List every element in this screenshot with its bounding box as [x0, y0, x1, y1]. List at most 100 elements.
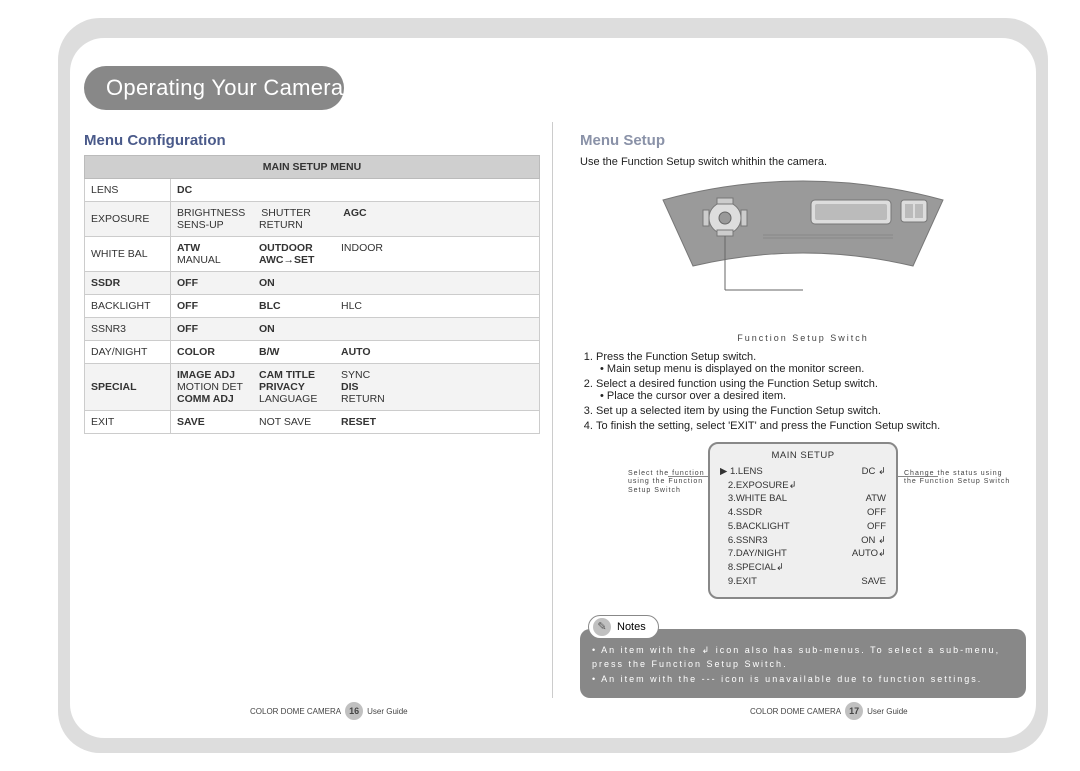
row-options: OFF BLC HLC: [171, 295, 540, 318]
osd-item-label: 6.SSNR3: [720, 534, 768, 548]
osd-item-value: DC ↲: [862, 465, 886, 479]
menu-option: AGC: [343, 207, 409, 219]
row-options: IMAGE ADJ CAM TITLE SYNC MOTION DET PRIVACY D…: [171, 364, 540, 411]
row-label: LENS: [85, 179, 171, 202]
osd-item-label: 7.DAY/NIGHT: [720, 547, 787, 561]
chapter-title: Operating Your Camera: [106, 75, 343, 101]
menu-option: PRIVACY: [259, 381, 325, 393]
menu-option: ON: [259, 323, 325, 335]
osd-row: 3.WHITE BALATW: [720, 492, 886, 506]
osd-row: ▶ 1.LENS DC ↲: [720, 465, 886, 479]
step-sub: • Place the cursor over a desired item.: [600, 390, 1026, 402]
table-row: LENS DC: [85, 179, 540, 202]
chapter-header: Operating Your Camera: [84, 66, 344, 110]
osd-item-label: ▶ 1.LENS: [720, 465, 763, 479]
footer-product-r: COLOR DOME CAMERA: [750, 707, 841, 716]
row-options: SAVENOT SAVERESET: [171, 411, 540, 434]
menu-option: OFF: [177, 300, 243, 312]
row-label: EXIT: [85, 411, 171, 434]
row-options: BRIGHTNESS SHUTTER AGC SENS-UP RETURN: [171, 202, 540, 237]
page-number-right: 17: [845, 702, 863, 720]
menu-option: RETURN: [341, 393, 407, 405]
osd-callout-right: Change the status using the Function Set…: [898, 470, 1018, 487]
menu-option: BRIGHTNESS: [177, 207, 245, 219]
row-options: ATWOUTDOORINDOORMANUALAWC→SET: [171, 237, 540, 272]
row-label: DAY/NIGHT: [85, 341, 171, 364]
osd-item-value: SAVE: [861, 575, 886, 589]
osd-row: 2.EXPOSURE↲: [720, 479, 886, 493]
osd-item-label: 5.BACKLIGHT: [720, 520, 790, 534]
table-row: BACKLIGHT OFF BLC HLC: [85, 295, 540, 318]
osd-row: 6.SSNR3 ON ↲: [720, 534, 886, 548]
menu-option: IMAGE ADJ: [177, 369, 243, 381]
footer-left: COLOR DOME CAMERA 16 User Guide: [250, 702, 408, 720]
menu-option: ON: [259, 277, 325, 289]
table-row: EXPOSURE BRIGHTNESS SHUTTER AGC SENS-UP RETUR…: [85, 202, 540, 237]
footer-guide: User Guide: [367, 707, 407, 716]
menu-option: ATW: [177, 242, 243, 254]
table-row: SSNR3OFFON: [85, 318, 540, 341]
section-title-left: Menu Configuration: [84, 132, 540, 149]
note-line: • An item with the --- icon is unavailab…: [592, 672, 1014, 686]
menu-option: AWC→SET: [259, 254, 325, 266]
note-line: • An item with the ↲ icon also has sub-m…: [592, 643, 1014, 672]
right-page: Menu Setup Use the Function Setup switch…: [580, 132, 1026, 698]
row-label: SSDR: [85, 272, 171, 295]
menu-option: DC: [177, 184, 243, 196]
menu-option: RETURN: [259, 219, 325, 231]
menu-option: MOTION DET: [177, 381, 243, 393]
osd-item-value: OFF: [867, 520, 886, 534]
step-item: To finish the setting, select 'EXIT' and…: [596, 420, 1026, 432]
menu-option: HLC: [341, 300, 407, 312]
menu-option: COMM ADJ: [177, 393, 243, 405]
osd-row: 7.DAY/NIGHT AUTO↲: [720, 547, 886, 561]
table-row: SSDR OFF ON: [85, 272, 540, 295]
row-options: DC: [171, 179, 540, 202]
menu-option: SYNC: [341, 369, 407, 381]
row-label: SPECIAL: [85, 364, 171, 411]
osd-preview: Select the function using the Function S…: [708, 442, 898, 599]
left-page: Menu Configuration MAIN SETUP MENU LENSD…: [84, 132, 540, 434]
menu-option: CAM TITLE: [259, 369, 325, 381]
pin-icon: ✎: [593, 618, 611, 636]
osd-item-value: AUTO↲: [852, 547, 886, 561]
osd-callout-left: Select the function using the Function S…: [628, 470, 708, 498]
menu-option: DIS: [341, 381, 407, 393]
row-label: EXPOSURE: [85, 202, 171, 237]
osd-box: MAIN SETUP ▶ 1.LENS DC ↲ 2.EXPOSURE↲ 3.WH…: [708, 442, 898, 599]
camera-board-icon: [643, 180, 963, 320]
footer-guide-r: User Guide: [867, 707, 907, 716]
section-title-right: Menu Setup: [580, 132, 1026, 149]
intro-text: Use the Function Setup switch whithin th…: [580, 155, 1026, 170]
osd-row: 8.SPECIAL↲: [720, 561, 886, 575]
osd-item-value: ATW: [866, 492, 886, 506]
osd-row: 5.BACKLIGHT OFF: [720, 520, 886, 534]
osd-item-value: OFF: [867, 506, 886, 520]
notes-block: ✎ Notes • An item with the ↲ icon also h…: [580, 615, 1026, 698]
table-row: WHITE BALATWOUTDOORINDOORMANUALAWC→SET: [85, 237, 540, 272]
menu-option: SHUTTER: [261, 207, 327, 219]
table-row: SPECIAL IMAGE ADJ CAM TITLE SYNC MOTION DET P…: [85, 364, 540, 411]
menu-option: RESET: [341, 416, 407, 428]
menu-option: SENS-UP: [177, 219, 243, 231]
row-options: COLORB/WAUTO: [171, 341, 540, 364]
osd-item-label: 8.SPECIAL↲: [720, 561, 784, 575]
footer-right: COLOR DOME CAMERA 17 User Guide: [750, 702, 908, 720]
menu-option: BLC: [259, 300, 325, 312]
row-label: BACKLIGHT: [85, 295, 171, 318]
menu-option: INDOOR: [341, 242, 407, 254]
menu-option: OFF: [177, 323, 243, 335]
osd-item-value: ON ↲: [861, 534, 886, 548]
menu-option: MANUAL: [177, 254, 243, 266]
osd-title: MAIN SETUP: [720, 450, 886, 461]
step-item: Press the Function Setup switch.• Main s…: [596, 351, 1026, 375]
row-options: OFF ON: [171, 272, 540, 295]
menu-option: LANGUAGE: [259, 393, 325, 405]
footer-product: COLOR DOME CAMERA: [250, 707, 341, 716]
page-number-left: 16: [345, 702, 363, 720]
row-label: WHITE BAL: [85, 237, 171, 272]
menu-option: OFF: [177, 277, 243, 289]
menu-option: SAVE: [177, 416, 243, 428]
manual-spread: Operating Your Camera Menu Configuration…: [70, 38, 1036, 738]
step-item: Select a desired function using the Func…: [596, 378, 1026, 402]
